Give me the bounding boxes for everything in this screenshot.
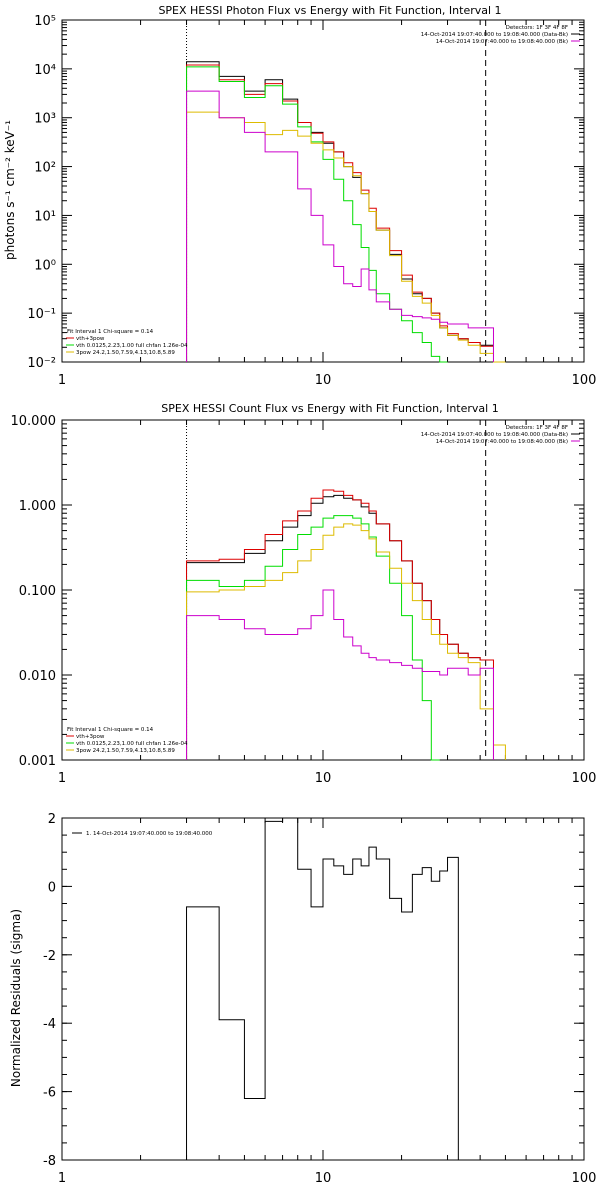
x-tick-label: 100	[572, 771, 597, 786]
y-tick-label: 10⁵	[34, 14, 56, 29]
y-tick-label: 0.001	[19, 754, 56, 769]
series-0-line	[186, 61, 494, 362]
x-tick-label: 10	[315, 373, 332, 388]
x-tick-label: 1	[58, 1171, 66, 1186]
photon-flux-panel: SPEX HESSI Photon Flux vs Energy with Fi…	[3, 4, 596, 388]
y-tick-label: 10⁻¹	[27, 307, 56, 322]
plot-frame	[61, 19, 585, 363]
y-tick-label: -8	[43, 1154, 56, 1169]
series-3-line	[186, 111, 506, 363]
series-3-line	[186, 523, 506, 760]
chart-title: SPEX HESSI Photon Flux vs Energy with Fi…	[158, 4, 501, 17]
legend-entry: 14-Oct-2014 19:07:40.000 to 19:08:40.000…	[436, 439, 568, 445]
y-tick-label: 2	[48, 812, 56, 827]
x-tick-label: 1	[58, 373, 66, 388]
y-tick-label: 0.100	[19, 584, 56, 599]
y-tick-label: 10.000	[11, 414, 57, 429]
y-axis-label: Normalized Residuals (sigma)	[9, 909, 23, 1087]
y-tick-label: -6	[43, 1086, 56, 1101]
residuals-panel: Normalized Residuals (sigma) 1 10 100 -8 -6 -…	[9, 812, 596, 1186]
series-0-line	[186, 817, 459, 1160]
y-tick-label: 0.010	[19, 669, 56, 684]
legend-entry: vth+3pow	[76, 336, 105, 342]
series-4-line	[186, 589, 494, 760]
legend-entry: Fit Interval 1 Chi-square = 0.14	[67, 329, 154, 335]
series-1-line	[186, 489, 494, 760]
x-tick-label: 10	[315, 771, 332, 786]
legend-entry: Detectors: 1F 3F 4F 8F	[506, 25, 568, 31]
y-tick-label: -2	[43, 949, 56, 964]
y-tick-label: 1.000	[19, 499, 56, 514]
legend-entry: Detectors: 1F 3F 4F 8F	[506, 425, 568, 431]
count-flux-panel: SPEX HESSI Count Flux vs Energy with Fit…	[11, 402, 597, 786]
legend-entry: Fit Interval 1 Chi-square = 0.14	[67, 727, 154, 733]
x-tick-label: 1	[58, 771, 66, 786]
series-1-line	[186, 64, 494, 362]
x-tick-label: 100	[572, 1171, 597, 1186]
legend-entry: 3pow 24.2,1.50,7.59,4.13,10.8,5.89	[76, 748, 175, 754]
legend-entry: vth 0.0125,2.23,1.00 full chfan 1.26e-04	[76, 343, 188, 349]
y-tick-label: 10⁴	[34, 63, 56, 78]
y-tick-label: 10¹	[34, 209, 56, 224]
y-tick-label: 10⁰	[34, 258, 56, 273]
series-2-line	[186, 515, 440, 761]
chart-title: SPEX HESSI Count Flux vs Energy with Fit…	[161, 402, 498, 415]
y-axis-label: photons s⁻¹ cm⁻² keV⁻¹	[3, 120, 17, 260]
legend-entry: 3pow 24.2,1.50,7.59,4.13,10.8,5.89	[76, 350, 175, 356]
legend-entry: vth+3pow	[76, 734, 105, 740]
legend-entry: 1. 14-Oct-2014 19:07:40.000 to 19:08:40.…	[86, 831, 213, 837]
y-tick-label: 10⁻²	[27, 356, 56, 371]
y-tick-label: 10³	[34, 112, 56, 127]
legend-entry: vth 0.0125,2.23,1.00 full chfan 1.26e-04	[76, 741, 188, 747]
y-tick-label: 0	[48, 880, 56, 895]
x-tick-label: 10	[315, 1171, 332, 1186]
y-tick-label: -4	[43, 1017, 56, 1032]
y-tick-label: 10²	[34, 161, 56, 176]
legend-entry: 14-Oct-2014 19:07:40.000 to 19:08:40.000…	[421, 432, 568, 438]
legend-entry: 14-Oct-2014 19:07:40.000 to 19:08:40.000…	[436, 39, 568, 45]
x-tick-label: 100	[572, 373, 597, 388]
series-4-line	[186, 90, 494, 362]
legend-entry: 14-Oct-2014 19:07:40.000 to 19:08:40.000…	[421, 32, 568, 38]
series-2-line	[186, 66, 448, 363]
series-0-line	[186, 494, 494, 760]
